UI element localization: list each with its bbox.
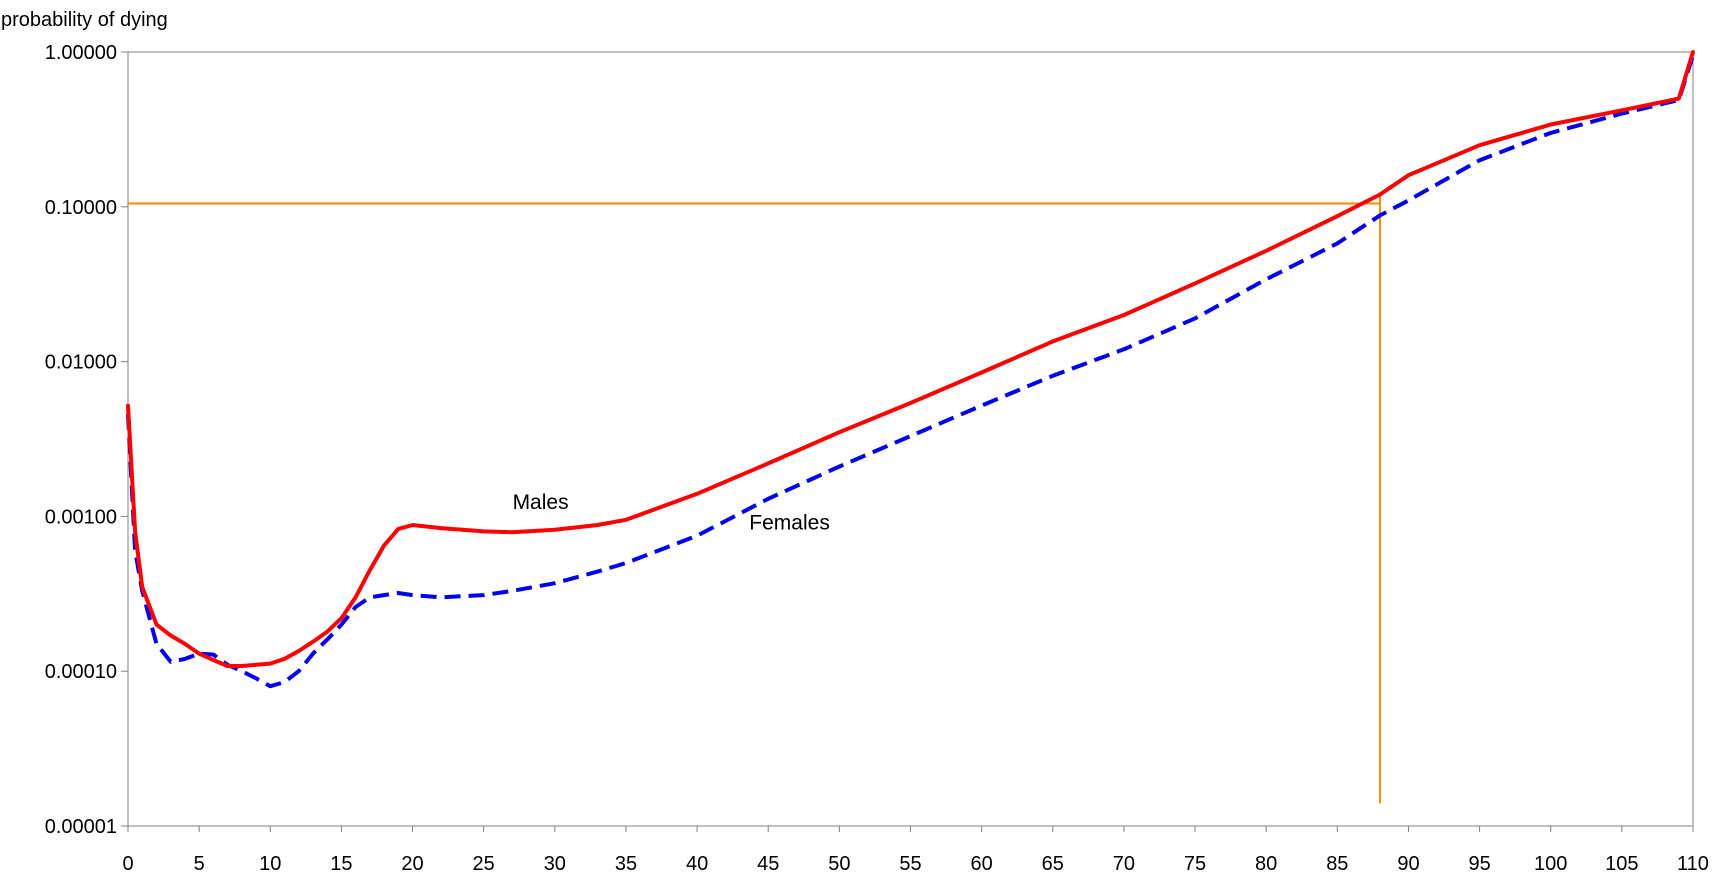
- series-label-males: Males: [513, 491, 569, 514]
- y-tick-label: 0.10000: [45, 197, 117, 219]
- reference-lines: [128, 194, 1381, 804]
- x-tick-label: 45: [757, 853, 779, 875]
- x-tick-label: 75: [1184, 853, 1206, 875]
- x-tick-label: 90: [1397, 853, 1419, 875]
- x-tick-label: 25: [473, 853, 495, 875]
- x-tick-label: 70: [1113, 853, 1135, 875]
- series-lines: [126, 50, 1695, 689]
- y-tick-label: 0.00100: [45, 506, 117, 528]
- x-tick-label: 110: [1677, 853, 1709, 875]
- x-tick-label: 30: [544, 853, 566, 875]
- x-tick-label: 50: [828, 853, 850, 875]
- y-tick-label: 0.00001: [45, 816, 117, 838]
- series-annotations: Males Females: [513, 491, 830, 535]
- x-tick-label: 10: [259, 853, 281, 875]
- x-tick-label: 105: [1605, 853, 1638, 875]
- x-tick-label: 60: [971, 853, 993, 875]
- x-axis-ticks: 0 5 10 15 20 25 30 35 40 45 50 55 60 65 70 75 80 85 90 95 10…: [122, 826, 1709, 875]
- x-tick-label: 85: [1326, 853, 1348, 875]
- x-tick-label: 40: [686, 853, 708, 875]
- x-tick-label: 100: [1534, 853, 1567, 875]
- x-tick-label: 95: [1468, 853, 1490, 875]
- y-tick-label: 0.00010: [45, 661, 117, 683]
- series-line-females: [126, 54, 1695, 689]
- series-label-females: Females: [749, 512, 830, 535]
- x-tick-label: 65: [1042, 853, 1064, 875]
- x-tick-label: 35: [615, 853, 637, 875]
- x-tick-label: 80: [1255, 853, 1277, 875]
- x-tick-label: 5: [194, 853, 205, 875]
- x-tick-label: 20: [401, 853, 423, 875]
- y-tick-label: 1.00000: [45, 42, 117, 64]
- y-axis-title: probability of dying: [1, 9, 168, 31]
- series-line-males: [126, 50, 1695, 668]
- x-tick-label: 15: [330, 853, 352, 875]
- x-tick-label: 55: [899, 853, 921, 875]
- x-tick-label: 0: [122, 853, 133, 875]
- y-axis-ticks: 0.00001 0.00010 0.00100 0.01000 0.10000 1.000…: [45, 42, 128, 838]
- y-tick-label: 0.01000: [45, 352, 117, 374]
